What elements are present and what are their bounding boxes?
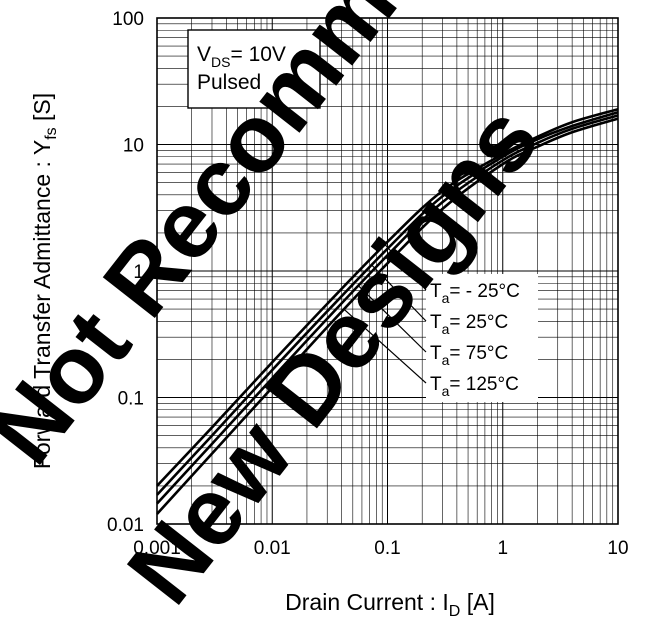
series-line-1 [156,107,619,487]
y-tick-label: 100 [112,9,144,30]
plot-frame [156,17,619,525]
x-tick-label: 10 [607,538,628,559]
x-tick-label: 1 [497,538,508,559]
condition-box-frame [187,29,321,109]
legend-leader-line [358,285,427,353]
y-tick-label: 1 [133,262,144,283]
y-tick-label: 10 [123,136,144,157]
legend-entry: Ta= - 25°C [430,281,520,306]
legend-leader-line [371,264,427,322]
series-line-3 [156,114,619,505]
x-axis-title: Drain Current : ID [A] [285,589,495,620]
legend-background [426,274,538,402]
legend-entry: Ta= 25°C [430,312,508,337]
legend-entry: Ta= 125°C [430,374,519,399]
y-tick-label: 0.01 [107,515,144,536]
legend-entry: Ta= 75°C [430,343,508,368]
x-tick-label: 0.001 [133,538,181,559]
x-tick-label: 0.01 [254,538,291,559]
series-legend: Ta= - 25°C Ta= 25°C Ta= 75°C Ta= 125°C [343,244,538,402]
y-axis-title: Forward Transfer Admittance : Yfs [S] [29,93,60,469]
condition-vds: VDS= 10V [197,43,286,70]
series-line-4 [156,117,619,515]
series-curves [156,107,619,515]
legend-leader-line [384,244,427,291]
x-tick-label: 0.1 [374,538,400,559]
condition-pulsed: Pulsed [197,71,261,94]
y-tick-label: 0.1 [118,389,144,410]
legend-leader-line [343,308,427,384]
condition-box: VDS= 10V Pulsed [187,29,321,109]
series-line-2 [156,110,619,496]
